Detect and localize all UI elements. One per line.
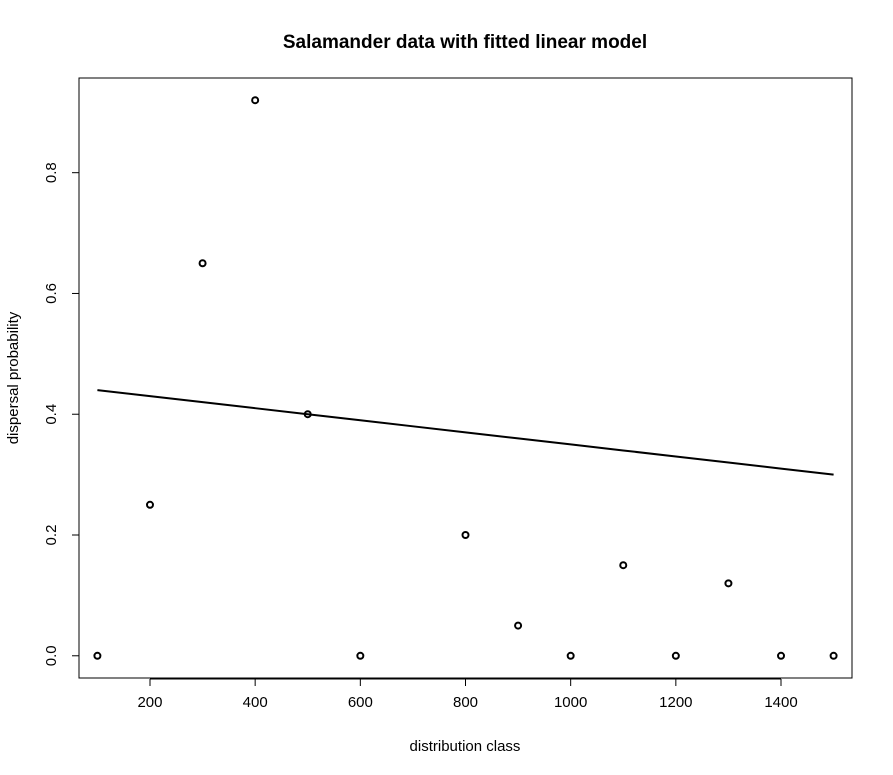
y-axis-label: dispersal probability: [5, 311, 22, 444]
data-point: [198, 259, 207, 268]
data-point: [93, 651, 102, 660]
series-layer: [93, 96, 838, 660]
data-point: [724, 579, 733, 588]
data-point: [619, 561, 628, 570]
x-tick-label: 600: [348, 694, 373, 711]
data-point: [671, 651, 680, 660]
y-tick-label: 0.2: [43, 525, 60, 546]
y-tick-label: 0.4: [43, 404, 60, 425]
x-tick-label: 400: [243, 694, 268, 711]
x-axis-label: distribution class: [410, 738, 521, 755]
x-tick-label: 200: [137, 694, 162, 711]
data-point: [356, 651, 365, 660]
data-point: [777, 651, 786, 660]
x-tick-label: 1200: [659, 694, 692, 711]
x-tick-label: 800: [453, 694, 478, 711]
data-point: [251, 96, 260, 105]
y-tick-label: 0.8: [43, 162, 60, 183]
y-tick-label: 0.6: [43, 283, 60, 304]
data-point: [145, 500, 154, 509]
data-point: [514, 621, 523, 630]
x-tick-label: 1000: [554, 694, 587, 711]
data-point: [566, 651, 575, 660]
x-tick-label: 1400: [764, 694, 797, 711]
x-axis: 200 400 600 800 1000 1200 1400: [137, 678, 798, 711]
fitted-line: [97, 389, 834, 476]
y-axis: 0.0 0.2 0.4 0.6 0.8: [43, 162, 80, 666]
data-point: [829, 651, 838, 660]
chart-title: Salamander data with fitted linear model: [283, 32, 647, 53]
data-point: [461, 531, 470, 540]
plot-frame: [78, 77, 853, 679]
y-tick-label: 0.0: [43, 645, 60, 666]
